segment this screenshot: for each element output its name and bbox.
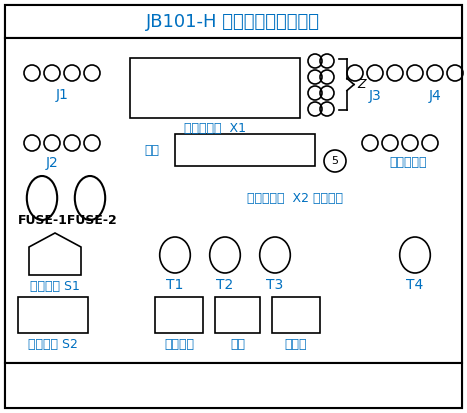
Text: 5: 5: [332, 156, 339, 166]
Text: 电流电压表  X1: 电流电压表 X1: [184, 121, 246, 135]
Text: J4: J4: [429, 89, 441, 103]
Text: T3: T3: [266, 278, 283, 292]
Bar: [5, 38, 462, 363]
Text: 电源开关 S2: 电源开关 S2: [28, 339, 78, 351]
Text: JB101-H 单相继电保护测试仪: JB101-H 单相继电保护测试仪: [146, 13, 320, 31]
Text: J2: J2: [46, 156, 58, 170]
Text: T2: T2: [216, 278, 234, 292]
Bar: [5, 5, 462, 38]
Text: Z: Z: [357, 78, 366, 92]
Text: 重合闸: 重合闸: [285, 339, 307, 351]
Bar: [155, 297, 203, 333]
Text: T4: T4: [406, 278, 424, 292]
Bar: [272, 297, 320, 333]
Text: J3: J3: [368, 89, 382, 103]
Bar: [18, 297, 88, 333]
Text: J1: J1: [56, 88, 69, 102]
Text: FUSE-1FUSE-2: FUSE-1FUSE-2: [18, 214, 118, 228]
Text: 同步定值: 同步定值: [164, 339, 194, 351]
Bar: [175, 134, 315, 166]
Bar: [130, 58, 300, 118]
Bar: [215, 297, 260, 333]
Text: 重合闸接地: 重合闸接地: [389, 157, 427, 169]
Text: 触点: 触点: [144, 143, 160, 157]
Bar: [5, 363, 462, 408]
Text: 电源插座 S1: 电源插座 S1: [30, 280, 80, 292]
Text: T1: T1: [166, 278, 184, 292]
Text: 复位: 复位: [230, 339, 245, 351]
Text: 数字毫秒表  X2 动作指示: 数字毫秒表 X2 动作指示: [247, 192, 343, 204]
